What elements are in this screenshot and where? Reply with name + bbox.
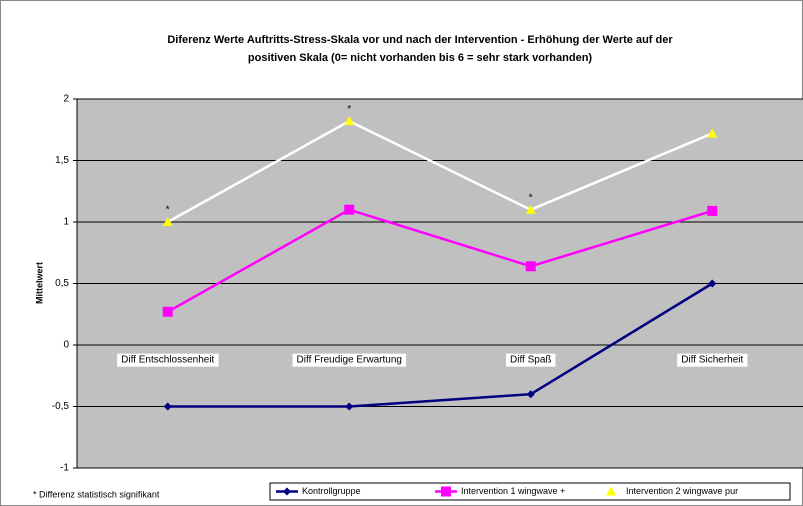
y-tick-label: -1: [60, 463, 69, 474]
legend: Kontrollgruppe Intervention 1 wingwave + I…: [269, 482, 791, 501]
y-tick-label: 1: [63, 217, 69, 228]
y-tick-label: -0,5: [52, 401, 70, 412]
legend-label: Intervention 1 wingwave +: [461, 486, 565, 496]
marker: [163, 402, 172, 411]
chart-title: Diferenz Werte Auftritts-Stress-Skala vo…: [167, 34, 673, 46]
y-tick-label: 0,5: [55, 278, 69, 289]
x-tick-label: Diff Freudige Erwartung: [297, 355, 402, 366]
series-line: [167, 208, 713, 313]
x-tick-label: Diff Sicherheit: [681, 355, 743, 366]
x-tick-label-box: [117, 353, 219, 367]
marker: [344, 116, 355, 126]
y-axis-label: Mittelwert: [34, 262, 44, 304]
legend-box: [269, 482, 791, 501]
annotation: *: [347, 104, 351, 115]
marker: [707, 205, 718, 216]
marker: [525, 204, 536, 214]
x-tick-group: Diff Freudige Erwartung: [292, 353, 406, 367]
x-tick-group: Diff Spaß: [506, 353, 556, 367]
marker: [526, 390, 535, 399]
marker: [283, 487, 291, 496]
marker: [344, 204, 355, 215]
marker: [525, 261, 536, 272]
series-line: [167, 119, 713, 224]
marker: [162, 306, 173, 317]
marker: [441, 486, 451, 497]
y-tick-label: 1,5: [55, 155, 69, 166]
y-tick-label: 2: [63, 94, 69, 105]
chart-subtitle: positiven Skala (0= nicht vorhanden bis …: [248, 52, 593, 64]
series-line: [167, 282, 713, 408]
legend-label: Kontrollgruppe: [302, 486, 361, 496]
legend-label: Intervention 2 wingwave pur: [626, 486, 738, 496]
x-tick-label-box: [677, 353, 748, 367]
marker: [162, 217, 173, 226]
annotation: *: [166, 205, 170, 216]
x-tick-group: Diff Entschlossenheit: [117, 353, 219, 367]
marker: [606, 486, 616, 496]
x-tick-group: Diff Sicherheit: [677, 353, 748, 367]
annotation: *: [529, 192, 533, 203]
footnote: * Differenz statistisch signifikant: [33, 489, 160, 499]
y-tick-label: 0: [63, 340, 69, 351]
x-tick-label-box: [506, 353, 556, 367]
x-tick-label: Diff Entschlossenheit: [121, 355, 214, 366]
marker: [708, 279, 717, 288]
marker: [707, 128, 718, 138]
marker: [345, 402, 354, 411]
x-tick-label-box: [292, 353, 406, 367]
x-tick-label: Diff Spaß: [510, 355, 552, 366]
